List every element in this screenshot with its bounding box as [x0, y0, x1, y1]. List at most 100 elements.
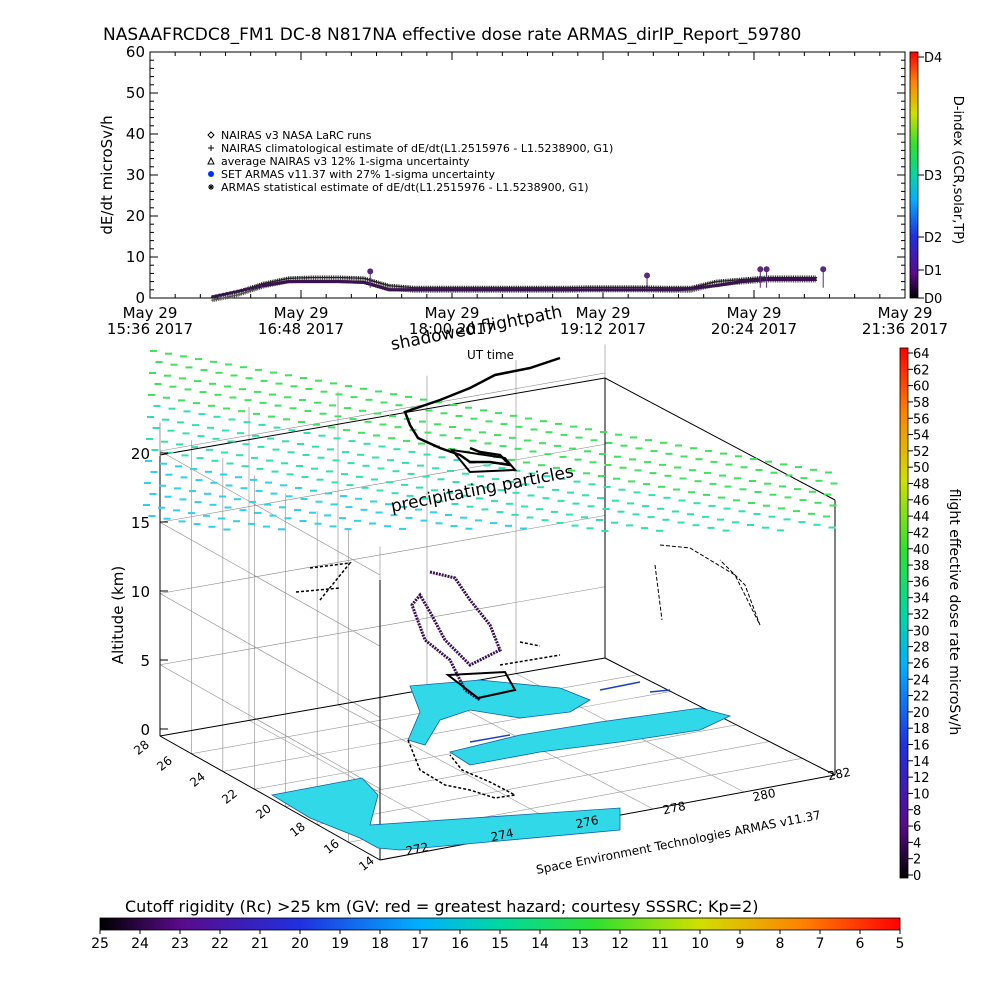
particle-dash: [732, 521, 739, 524]
cutoff-rigidity-tick-label: 18: [371, 936, 389, 952]
particle-dash: [510, 414, 517, 417]
nairas-run-point: [385, 287, 389, 291]
particle-dash: [360, 387, 367, 390]
particle-dash: [195, 358, 202, 361]
particle-dash: [754, 491, 762, 493]
altitude-axis-label: Altitude (km): [109, 566, 127, 664]
nairas-run-point: [714, 284, 718, 288]
particle-dash: [344, 528, 352, 531]
dose-rate-tick-label: 64: [913, 347, 930, 362]
top-y-tick-label: 0: [135, 289, 145, 307]
particle-dash: [491, 500, 498, 503]
nairas-run-point: [423, 288, 427, 292]
nairas-run-point: [738, 280, 742, 284]
particle-dash: [391, 492, 399, 495]
cutoff-rigidity-tick-label: 21: [251, 936, 269, 952]
particle-dash: [735, 455, 742, 458]
particle-dash: [769, 493, 777, 496]
cutoff-rigidity-tick-label: 14: [531, 936, 549, 952]
nairas-run-point: [628, 288, 632, 292]
nairas-run-point: [585, 288, 589, 292]
particle-dash: [328, 426, 335, 429]
nairas-run-point: [682, 287, 686, 291]
particle-dash: [214, 393, 222, 396]
particle-dash: [553, 466, 560, 469]
nairas-run-point: [367, 282, 371, 286]
nairas-run-point: [371, 283, 375, 287]
cutoff-rigidity-ticks: 25 24 23 22 21 20 19 18 17 16 15 14 13 12 11 10 9 8 7 6 5: [91, 930, 904, 952]
top-x-tick-date: May 29: [576, 304, 631, 322]
particle-dash: [265, 481, 272, 484]
nairas-run-point: [582, 288, 586, 292]
cutoff-rigidity-tick-label: 10: [691, 936, 709, 952]
nairas-run-point: [447, 288, 451, 292]
particle-dash: [764, 482, 771, 485]
dose-rate-tick-label: 58: [913, 396, 930, 411]
nairas-run-point: [499, 288, 503, 292]
cutoff-rigidity-tick-label: 25: [91, 936, 109, 952]
nairas-run-point: [520, 288, 524, 292]
nairas-run-point: [727, 282, 731, 286]
particle-dash: [222, 429, 229, 432]
particle-dash: [393, 448, 401, 451]
particle-dash: [279, 506, 286, 509]
altitude-tick-label: 20: [131, 445, 150, 463]
particle-dash: [406, 494, 414, 497]
particle-dash: [224, 506, 232, 509]
particle-dash: [386, 481, 393, 484]
nairas-run-point: [294, 280, 298, 284]
particle-dash: [334, 415, 342, 418]
flightpath-projection: [654, 544, 761, 626]
particle-dash: [389, 415, 396, 418]
particle-dash: [271, 470, 279, 473]
particle-dash: [753, 513, 761, 515]
particle-dash: [341, 473, 348, 476]
particle-dash: [634, 469, 642, 472]
dose-rate-tick-label: 60: [913, 380, 930, 395]
particle-dash: [395, 404, 403, 407]
nairas-run-point: [344, 280, 348, 284]
particle-dash: [359, 409, 366, 412]
nairas-run-point: [810, 278, 814, 282]
particle-dash: [783, 518, 791, 521]
particle-dash: [240, 487, 248, 490]
dose-rate-tick-label: 32: [913, 608, 930, 623]
particle-dash: [239, 388, 246, 391]
nairas-run-point: [666, 288, 670, 292]
dose-rate-tick-label: 28: [913, 641, 930, 656]
particle-dash: [208, 404, 215, 407]
particle-dash: [437, 478, 445, 481]
particle-dash: [505, 524, 512, 527]
particle-dash: [483, 464, 491, 467]
nairas-run-point: [658, 288, 662, 292]
particle-dash: [178, 399, 185, 402]
d-index-colorbar: [909, 51, 919, 299]
particle-dash: [197, 435, 205, 438]
particle-dash: [693, 502, 701, 505]
nairas-run-point: [317, 280, 321, 284]
particle-dash: [567, 491, 574, 494]
nairas-run-point: [750, 279, 754, 283]
nairas-run-point: [577, 288, 581, 292]
particle-dash: [402, 461, 409, 464]
particle-dash: [297, 443, 304, 445]
particle-dash: [451, 503, 459, 505]
particle-dash: [252, 434, 259, 437]
nairas-run-point: [804, 278, 808, 282]
particle-dash: [180, 355, 187, 358]
particle-dash: [582, 494, 589, 497]
nairas-run-point: [265, 283, 269, 287]
particle-dash: [225, 484, 233, 487]
nairas-run-point: [569, 288, 573, 292]
particle-dash: [401, 483, 408, 486]
nairas-run-point: [623, 288, 627, 292]
particle-dash: [266, 459, 273, 462]
nairas-run-point: [625, 288, 629, 292]
particle-dash: [645, 439, 652, 442]
particle-dash: [289, 407, 297, 410]
particle-dash: [530, 428, 538, 431]
particle-dash: [288, 429, 296, 432]
nairas-run-point: [382, 286, 386, 290]
particle-dash: [418, 442, 425, 445]
